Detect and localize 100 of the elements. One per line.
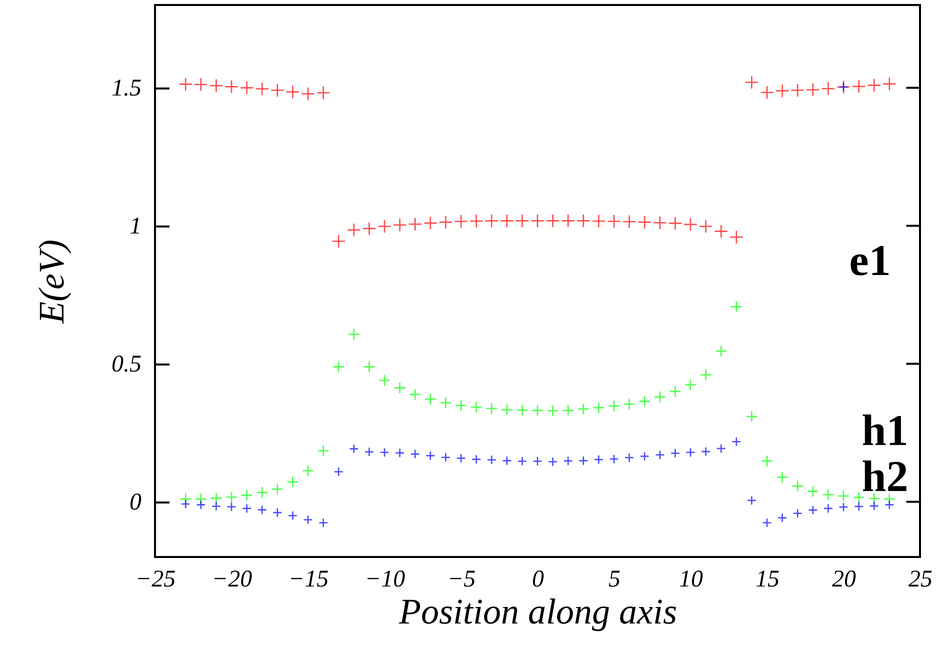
point	[730, 300, 742, 313]
point	[409, 388, 422, 400]
point	[638, 395, 651, 408]
point	[686, 448, 696, 458]
point	[469, 214, 484, 228]
point	[348, 328, 360, 340]
point	[226, 502, 236, 512]
point	[178, 77, 193, 92]
point	[363, 360, 376, 373]
point	[700, 368, 712, 381]
point	[668, 216, 682, 230]
point	[746, 496, 757, 506]
point	[744, 75, 759, 90]
point	[240, 80, 254, 95]
point	[576, 214, 590, 228]
x-tick-label: 0	[532, 566, 544, 592]
point	[500, 214, 514, 228]
point	[838, 502, 848, 512]
point	[454, 214, 468, 228]
point	[746, 410, 758, 423]
point	[530, 214, 544, 228]
point	[318, 518, 328, 528]
point	[652, 216, 667, 230]
point	[698, 219, 713, 234]
point	[623, 398, 636, 410]
point	[392, 218, 407, 232]
annotation: h2	[862, 452, 908, 501]
point	[332, 360, 345, 373]
point	[211, 501, 222, 512]
point	[852, 491, 865, 504]
point	[622, 214, 636, 229]
annotation: e1	[849, 236, 891, 285]
point	[775, 84, 790, 98]
x-tick-label: 25	[908, 566, 932, 592]
point	[640, 451, 650, 462]
point	[729, 230, 744, 244]
point	[607, 214, 621, 228]
y-tick-label: 1.5	[112, 75, 142, 102]
point	[410, 449, 420, 459]
point	[884, 500, 894, 510]
point	[821, 82, 836, 96]
point	[716, 444, 726, 454]
point	[286, 84, 300, 99]
point	[684, 378, 697, 391]
point	[608, 400, 620, 412]
y-tick-label: 1	[130, 213, 142, 240]
point	[424, 393, 436, 406]
point	[378, 219, 392, 234]
annotation: h1	[862, 406, 908, 455]
point	[242, 504, 252, 514]
point	[194, 78, 208, 92]
point	[592, 402, 605, 414]
point	[548, 456, 558, 467]
point	[760, 454, 774, 467]
point	[484, 214, 499, 228]
point	[760, 86, 774, 100]
point	[225, 491, 238, 504]
point	[196, 500, 206, 510]
point	[362, 222, 376, 236]
point	[500, 404, 513, 416]
point	[257, 504, 267, 515]
point	[777, 512, 788, 523]
point	[854, 502, 864, 512]
point	[380, 448, 390, 458]
point	[517, 456, 528, 466]
point	[655, 450, 665, 460]
point	[346, 222, 361, 237]
point	[440, 396, 452, 409]
x-tick-label: −20	[212, 566, 252, 592]
point	[561, 214, 576, 228]
point	[852, 79, 866, 94]
point	[486, 455, 496, 465]
y-tick-label: 0.5	[112, 351, 142, 378]
point	[732, 436, 742, 446]
point	[270, 83, 284, 98]
x-tick-label: −5	[447, 566, 476, 592]
point	[224, 80, 238, 94]
point	[806, 82, 820, 97]
point	[440, 452, 451, 462]
point	[378, 374, 391, 386]
point	[638, 215, 652, 230]
point	[456, 453, 466, 464]
point	[317, 444, 330, 457]
point	[332, 234, 346, 248]
point	[240, 489, 253, 502]
x-tick-label: −10	[364, 566, 406, 592]
point	[394, 448, 405, 458]
point	[286, 476, 299, 488]
point	[515, 214, 530, 228]
point	[364, 447, 374, 457]
point	[792, 480, 804, 492]
point	[531, 404, 544, 416]
point	[882, 76, 896, 91]
point	[806, 485, 819, 498]
point	[408, 217, 422, 232]
x-tick-label: 15	[756, 566, 780, 592]
point	[180, 499, 190, 509]
point	[486, 402, 498, 415]
point	[715, 345, 728, 358]
point	[867, 78, 882, 92]
